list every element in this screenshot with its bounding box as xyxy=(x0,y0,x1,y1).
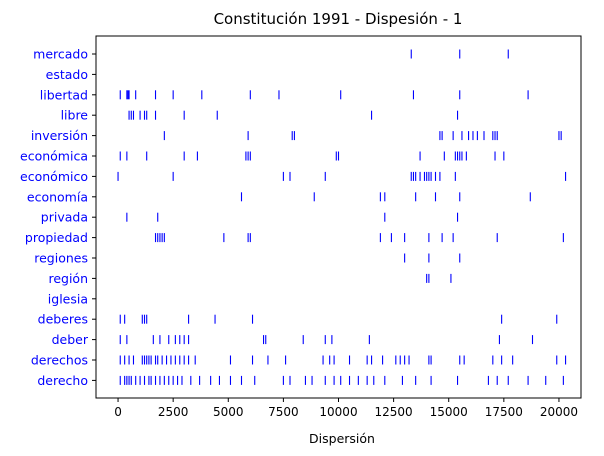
y-tick-label: libertad xyxy=(40,87,88,102)
x-tick-label: 0 xyxy=(114,405,122,419)
y-tick-label: libre xyxy=(61,108,89,123)
x-tick-label: 7500 xyxy=(268,405,299,419)
y-tick-label: propiedad xyxy=(25,230,88,245)
y-tick-label: estado xyxy=(46,67,88,82)
y-tick-label: deberes xyxy=(38,312,88,327)
y-tick-label: mercado xyxy=(33,47,88,62)
y-tick-label: privada xyxy=(41,210,88,225)
y-tick-label: economía xyxy=(27,189,88,204)
x-ticks: 0 2500 5000 7500 10000 12500 15000 17500 20000 xyxy=(114,398,578,419)
y-tick-label: inversión xyxy=(31,128,88,143)
x-tick-label: 5000 xyxy=(213,405,244,419)
y-tick-label: económica xyxy=(20,149,88,164)
y-tick-label: regiones xyxy=(34,251,88,266)
plot-marks xyxy=(117,49,567,385)
y-tick-label: derecho xyxy=(37,373,88,388)
y-tick-label: iglesia xyxy=(48,291,88,306)
y-tick-label: deber xyxy=(52,332,89,347)
x-tick-label: 12500 xyxy=(375,405,413,419)
y-tick-labels: mercado estado libertad libre inversión econó… xyxy=(20,47,96,388)
chart-title: Constitución 1991 - Dispesión - 1 xyxy=(214,10,463,28)
x-tick-label: 15000 xyxy=(430,405,468,419)
x-tick-label: 20000 xyxy=(540,405,578,419)
y-tick-label: económico xyxy=(20,169,88,184)
y-tick-label: derechos xyxy=(31,353,88,368)
x-axis-label: Dispersión xyxy=(309,431,375,446)
x-tick-label: 17500 xyxy=(485,405,523,419)
plot-frame xyxy=(95,35,582,399)
x-tick-label: 10000 xyxy=(319,405,357,419)
y-tick-label: región xyxy=(48,271,88,286)
x-tick-label: 2500 xyxy=(158,405,189,419)
